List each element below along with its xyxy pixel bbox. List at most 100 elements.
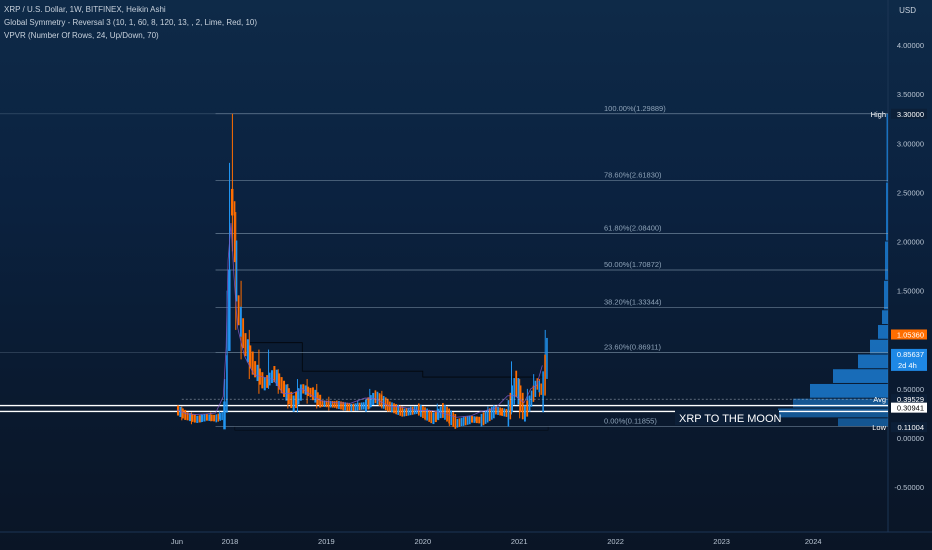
volume-profile-bar bbox=[886, 182, 888, 241]
candle-body bbox=[499, 407, 501, 416]
candle-body bbox=[505, 408, 508, 417]
candle-body bbox=[342, 401, 344, 410]
candle-body bbox=[407, 407, 410, 416]
candle-body bbox=[538, 380, 541, 393]
candle-body bbox=[184, 409, 187, 420]
candle-body bbox=[344, 402, 346, 411]
candle-body bbox=[468, 415, 471, 425]
time-tick-label: 2020 bbox=[414, 537, 431, 546]
price-tag-bg bbox=[891, 348, 927, 371]
price-tag-value: 0.30941 bbox=[897, 404, 924, 413]
candle-body bbox=[473, 416, 476, 423]
time-axis: Jun 2018 2019 2020 2021 2022 2023 2024 bbox=[171, 537, 822, 546]
volume-profile-bar bbox=[870, 339, 888, 354]
candle-body bbox=[213, 414, 216, 422]
candle-body bbox=[228, 269, 231, 352]
indicator-legend-global-symmetry[interactable]: Global Symmetry - Reversal 3 (10, 1, 60,… bbox=[4, 18, 258, 27]
candle-body bbox=[278, 373, 281, 390]
price-tick-label: 0.00000 bbox=[897, 434, 924, 443]
candle-body bbox=[382, 395, 385, 409]
candle-body bbox=[444, 404, 446, 420]
price-tick-label: 3.00000 bbox=[897, 139, 924, 148]
candle-body bbox=[333, 401, 336, 408]
candle-body bbox=[458, 418, 461, 428]
annotation-text: XRP TO THE MOON bbox=[679, 413, 782, 425]
candle-body bbox=[219, 412, 221, 421]
candle-body bbox=[507, 400, 510, 427]
price-tick-label: 2.50000 bbox=[897, 188, 924, 197]
time-tick-label: 2018 bbox=[222, 537, 239, 546]
candle-body bbox=[432, 412, 435, 425]
volume-profile-bar bbox=[882, 310, 888, 325]
volume-profile-bar bbox=[838, 418, 888, 427]
candle-body bbox=[397, 404, 399, 415]
candle-body bbox=[249, 345, 252, 369]
candle-body bbox=[179, 406, 182, 417]
symbol-legend[interactable]: XRP / U.S. Dollar, 1W, BITFINEX, Heikin … bbox=[4, 5, 166, 14]
time-tick-label: 2024 bbox=[805, 537, 822, 546]
candle-body bbox=[511, 385, 514, 412]
candle-body bbox=[484, 411, 487, 424]
volume-profile-bar bbox=[886, 113, 888, 182]
candle-body bbox=[480, 413, 483, 427]
candle-body bbox=[495, 406, 497, 415]
candle-body bbox=[323, 400, 326, 408]
candle-body bbox=[273, 366, 276, 383]
time-tick-label: 2019 bbox=[318, 537, 335, 546]
candle-body bbox=[360, 402, 363, 410]
candle-body bbox=[490, 406, 493, 420]
candle-body bbox=[193, 414, 196, 423]
candle-body bbox=[513, 378, 515, 405]
candle-body bbox=[420, 404, 422, 417]
price-tag-label: Avg bbox=[873, 395, 886, 404]
candle-body bbox=[275, 369, 278, 386]
candle-body bbox=[437, 408, 440, 421]
candle-body bbox=[501, 407, 504, 416]
candle-body bbox=[497, 407, 499, 415]
indicator-legend-vpvr[interactable]: VPVR (Number Of Rows, 24, Up/Down, 70) bbox=[4, 31, 159, 40]
price-tag-countdown: 2d 4h bbox=[898, 361, 917, 370]
candle-body bbox=[528, 395, 531, 412]
candle-body bbox=[478, 416, 481, 424]
candle-body bbox=[208, 414, 211, 421]
candle-body bbox=[350, 403, 353, 412]
candle-body bbox=[321, 400, 324, 407]
price-tag-bg bbox=[891, 108, 927, 119]
annotation: XRP TO THE MOON bbox=[675, 410, 782, 425]
candle-body bbox=[223, 401, 226, 430]
candle-body bbox=[348, 403, 351, 412]
candle-body bbox=[290, 391, 293, 409]
fib-label: 78.60%(2.61830) bbox=[604, 171, 662, 180]
candle-body bbox=[542, 371, 544, 413]
candle-body bbox=[261, 372, 264, 389]
candle-body bbox=[378, 393, 381, 406]
candle-body bbox=[417, 403, 420, 416]
fibonacci-levels: 100.00%(1.29889) 78.60%(2.61830) 61.80%(2.… bbox=[215, 104, 888, 427]
candle-body bbox=[356, 403, 359, 411]
price-tick-label: 3.50000 bbox=[897, 90, 924, 99]
candle-body bbox=[221, 412, 223, 421]
moving-average-line bbox=[176, 223, 543, 418]
candle-body bbox=[471, 416, 474, 423]
candle-body bbox=[380, 394, 383, 408]
candle-body bbox=[413, 406, 416, 415]
candle-body bbox=[448, 408, 450, 424]
candle-body bbox=[424, 407, 426, 420]
candle-body bbox=[393, 403, 395, 414]
price-tick-label: 0.50000 bbox=[897, 385, 924, 394]
volume-profile bbox=[778, 113, 888, 427]
candle-body bbox=[532, 385, 535, 402]
candle-body bbox=[304, 385, 307, 395]
candle-body bbox=[442, 403, 444, 418]
time-tick-label: Jun bbox=[171, 537, 183, 546]
candle-body bbox=[201, 414, 204, 422]
candle-body bbox=[452, 412, 455, 428]
price-tag-value: 0.39529 bbox=[897, 395, 924, 404]
candle-body bbox=[325, 400, 328, 408]
candle-body bbox=[235, 240, 238, 302]
volume-profile-bar bbox=[878, 325, 888, 339]
fib-label: 100.00%(1.29889) bbox=[604, 104, 666, 113]
price-tag-value: 0.11004 bbox=[897, 423, 924, 432]
